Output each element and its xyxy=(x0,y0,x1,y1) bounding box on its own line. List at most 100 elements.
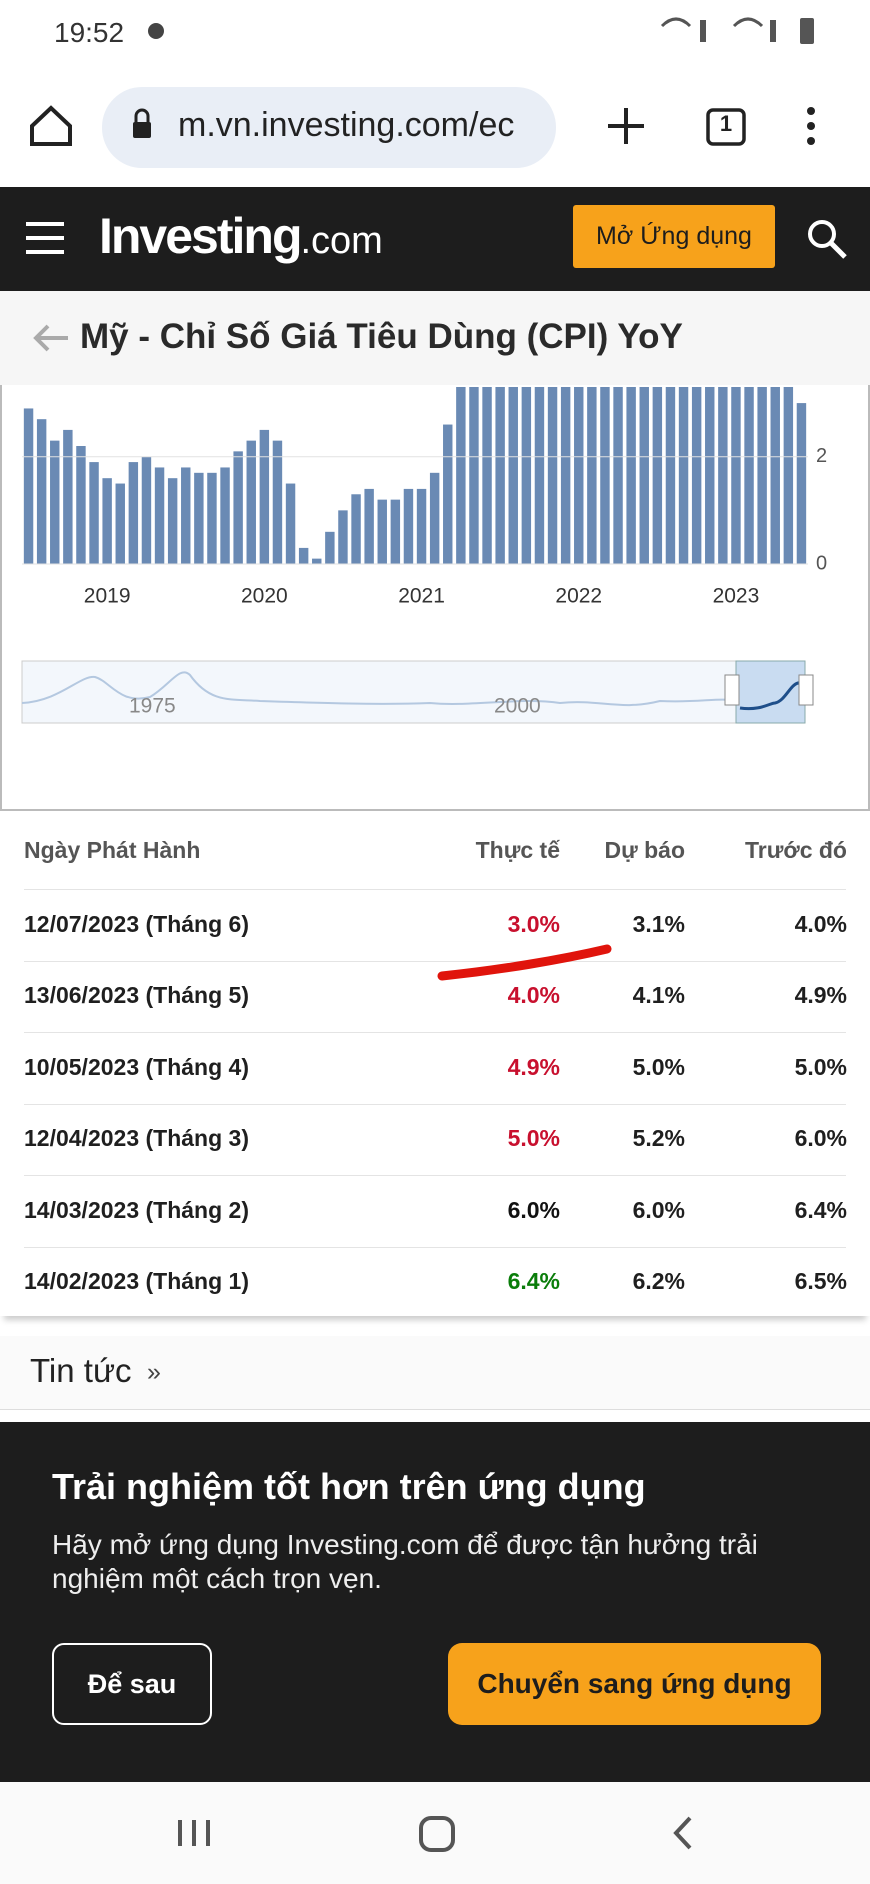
banner-title: Trải nghiệm tốt hơn trên ứng dụng xyxy=(52,1466,646,1507)
bar xyxy=(220,467,230,564)
table-value: 4.9% xyxy=(507,1053,560,1080)
table-header: Dự báo xyxy=(604,837,685,863)
bar xyxy=(495,387,505,564)
page-title: Mỹ - Chỉ Số Giá Tiêu Dùng (CPI) YoY xyxy=(80,317,683,356)
bar xyxy=(351,494,361,564)
x-tick-label: 2021 xyxy=(398,585,445,608)
chart: 0 2 2019 2020 2021 2022 2023 1975 2000 xyxy=(0,385,870,811)
bar xyxy=(115,483,125,564)
bar xyxy=(50,440,60,564)
new-tab-icon[interactable] xyxy=(608,108,644,144)
switch-button[interactable]: Chuyển sang ứng dụng xyxy=(448,1643,821,1725)
navigator-selection[interactable] xyxy=(735,660,806,724)
x-tick-label: 2020 xyxy=(241,585,288,608)
logo-main: Investing xyxy=(99,208,302,264)
browser-toolbar xyxy=(30,87,815,168)
table-value: 4.0% xyxy=(794,911,847,937)
logo[interactable]: Investing.com xyxy=(99,207,383,265)
bar xyxy=(587,387,597,564)
recents-button[interactable] xyxy=(178,1820,210,1846)
bar xyxy=(312,558,322,564)
table-value: 3.0% xyxy=(507,911,560,937)
bar xyxy=(705,387,715,564)
bar xyxy=(207,472,217,564)
bar xyxy=(691,387,702,564)
navigator-handle[interactable] xyxy=(724,674,740,706)
release-date: 13/06/2023 (Tháng 5) xyxy=(24,982,249,1009)
bar xyxy=(377,499,387,564)
menu-icon[interactable] xyxy=(24,220,68,256)
bar xyxy=(508,387,518,564)
release-date: 14/03/2023 (Tháng 2) xyxy=(24,1196,249,1223)
bar xyxy=(547,387,558,564)
bar xyxy=(259,429,270,564)
table-value: 5.0% xyxy=(632,1053,685,1080)
row-divider xyxy=(24,1246,846,1248)
bar xyxy=(443,424,453,564)
table-value: 6.4% xyxy=(507,1268,560,1294)
news-more: » xyxy=(147,1358,161,1386)
x-tick-label: 2019 xyxy=(84,585,131,608)
row-divider xyxy=(24,1032,846,1034)
title-row: Mỹ - Chỉ Số Giá Tiêu Dùng (CPI) YoY xyxy=(0,291,870,385)
bar xyxy=(731,387,741,564)
table-value: 4.1% xyxy=(632,982,685,1009)
bar xyxy=(181,467,191,564)
url-text[interactable]: m.vn.investing.com/ec xyxy=(178,106,515,144)
bar xyxy=(102,478,112,564)
navigator-handle[interactable] xyxy=(798,674,814,706)
row-divider xyxy=(24,889,846,890)
site-header: Investing.com Mở Ứng dụng xyxy=(0,187,870,291)
release-date: 10/05/2023 (Tháng 4) xyxy=(24,1053,249,1080)
bar xyxy=(600,387,610,564)
bar xyxy=(744,387,754,564)
table-value: 6.2% xyxy=(632,1268,685,1294)
navigator-label: 1975 xyxy=(129,695,176,718)
news-title: Tin tức xyxy=(30,1352,132,1389)
table-value: 5.0% xyxy=(794,1053,847,1080)
row-divider xyxy=(24,961,846,962)
bar xyxy=(63,429,73,564)
bar xyxy=(770,387,780,564)
x-tick-label: 2023 xyxy=(713,585,760,608)
table-value: 3.1% xyxy=(632,911,685,937)
release-date: 14/02/2023 (Tháng 1) xyxy=(24,1268,249,1294)
bar xyxy=(626,387,636,564)
bar xyxy=(639,387,649,564)
news-row[interactable]: Tin tức » xyxy=(0,1336,870,1410)
table-value: 6.0% xyxy=(794,1125,847,1152)
bar xyxy=(364,488,374,564)
bar xyxy=(128,462,139,564)
bar xyxy=(89,462,99,564)
bar xyxy=(272,440,283,564)
bar xyxy=(560,387,571,564)
status-icons xyxy=(148,17,814,44)
table-value: 5.2% xyxy=(632,1125,685,1152)
bar xyxy=(534,387,545,564)
navigator xyxy=(21,660,737,724)
home-icon[interactable] xyxy=(30,105,72,146)
back-button[interactable] xyxy=(673,1816,692,1850)
bar xyxy=(285,483,296,564)
bar xyxy=(456,387,466,564)
back-arrow[interactable] xyxy=(32,323,70,353)
tab-count: 1 xyxy=(719,111,733,136)
bar xyxy=(154,467,165,564)
bar xyxy=(194,472,204,564)
bar xyxy=(416,488,427,564)
search-icon[interactable] xyxy=(805,217,849,261)
y-tick-label: 2 xyxy=(816,445,827,467)
table-value: 6.0% xyxy=(632,1196,685,1223)
open-app-button[interactable]: Mở Ứng dụng xyxy=(573,205,775,268)
url-bar[interactable] xyxy=(102,87,556,168)
home-button[interactable] xyxy=(419,1816,455,1852)
tabs-button[interactable] xyxy=(706,108,746,146)
release-date: 12/07/2023 (Tháng 6) xyxy=(24,911,249,937)
bar xyxy=(718,387,728,564)
table-header: Ngày Phát Hành xyxy=(24,837,201,863)
bar xyxy=(233,451,243,564)
bar xyxy=(390,499,401,564)
bar xyxy=(23,408,34,564)
later-button[interactable]: Để sau xyxy=(52,1643,212,1725)
